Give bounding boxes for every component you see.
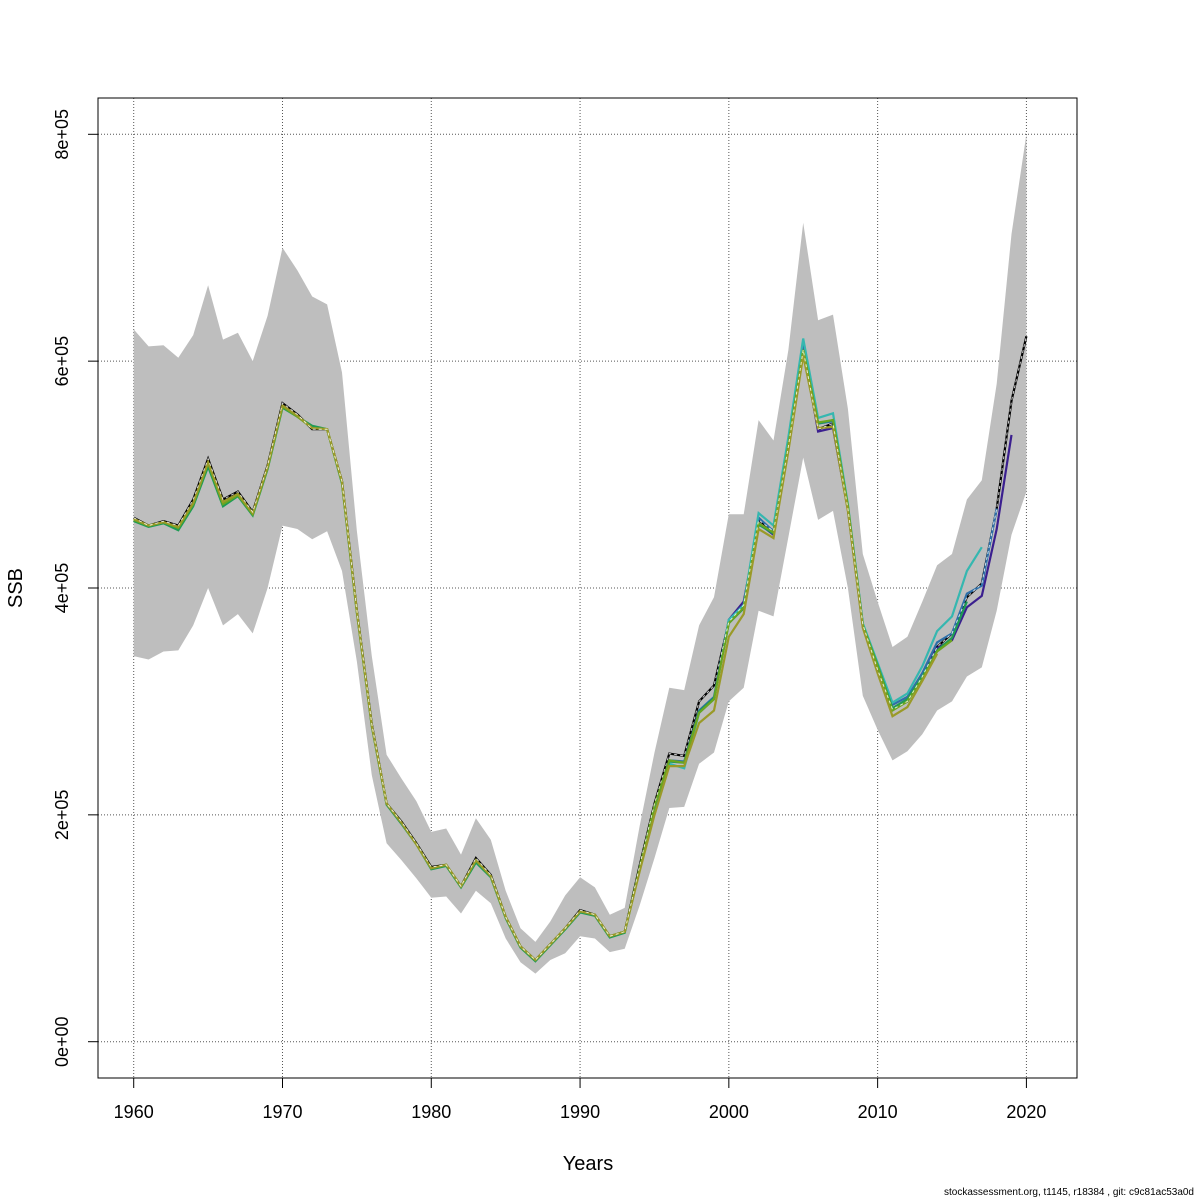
x-tick-label: 2020 — [1006, 1102, 1046, 1122]
series-lines — [133, 335, 1028, 963]
x-axis: 1960 1970 1980 1990 2000 2010 2020 — [114, 1078, 1046, 1122]
y-axis: 0e+00 2e+05 4e+05 6e+05 8e+05 — [52, 109, 98, 1067]
x-axis-label: Years — [563, 1153, 613, 1175]
y-tick-label: 4e+05 — [52, 563, 72, 614]
x-tick-label: 1990 — [560, 1102, 600, 1122]
grid-lines — [98, 98, 1077, 1078]
footer-credit: stockassessment.org, t1145, r18384 , git… — [944, 1187, 1194, 1198]
x-tick-label: 2000 — [709, 1102, 749, 1122]
y-tick-label: 2e+05 — [52, 790, 72, 841]
x-tick-label: 1970 — [262, 1102, 302, 1122]
x-tick-label: 1960 — [114, 1102, 154, 1122]
y-axis-label: SSB — [5, 568, 27, 608]
y-tick-label: 0e+00 — [52, 1016, 72, 1067]
y-tick-label: 6e+05 — [52, 336, 72, 387]
x-tick-label: 1980 — [411, 1102, 451, 1122]
base-series-dash — [133, 336, 1027, 961]
y-tick-label: 8e+05 — [52, 109, 72, 160]
x-tick-label: 2010 — [858, 1102, 898, 1122]
